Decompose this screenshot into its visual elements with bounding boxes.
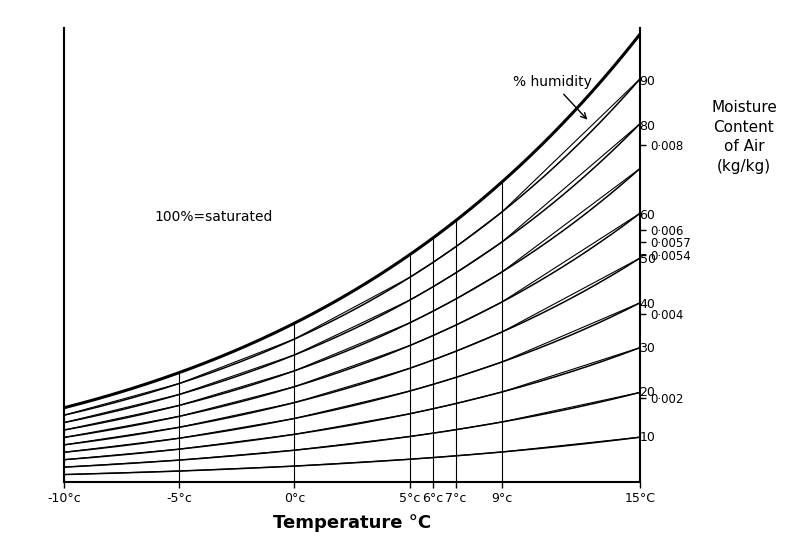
Text: 10: 10 [639,431,655,444]
Text: 80: 80 [639,120,655,132]
Text: 60: 60 [639,208,655,222]
Text: 90: 90 [639,75,655,88]
X-axis label: Temperature °C: Temperature °C [273,514,431,532]
Text: 100%=saturated: 100%=saturated [154,210,273,224]
Text: 40: 40 [639,297,655,311]
Text: 50: 50 [639,253,655,266]
Text: Moisture
Content
of Air
(kg/kg): Moisture Content of Air (kg/kg) [711,100,777,174]
Text: 20: 20 [639,387,655,399]
Text: % humidity: % humidity [514,75,592,119]
Text: 30: 30 [639,342,655,355]
